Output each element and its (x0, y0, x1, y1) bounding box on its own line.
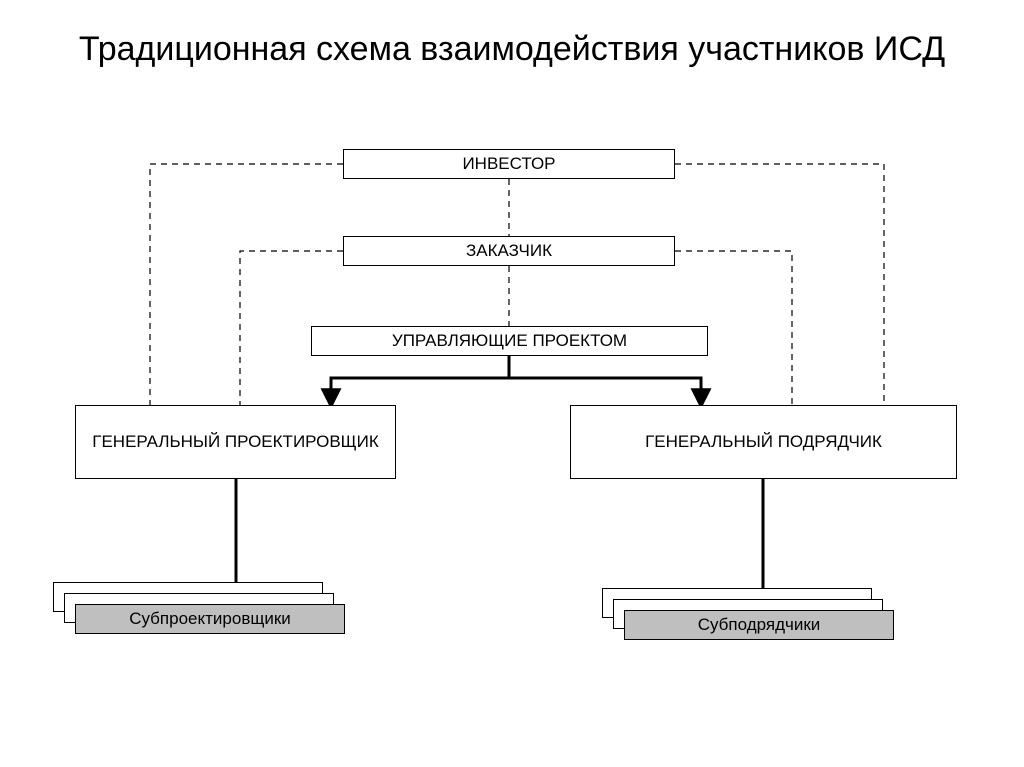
diagram-title: Традиционная схема взаимодействия участн… (0, 28, 1024, 71)
node-general-designer: ГЕНЕРАЛЬНЫЙ ПРОЕКТИРОВЩИК (75, 405, 396, 479)
node-pm-label: УПРАВЛЯЮЩИЕ ПРОЕКТОМ (392, 327, 627, 354)
node-subcontractors-label: Субподрядчики (698, 611, 821, 638)
node-investor-label: ИНВЕСТОР (462, 150, 555, 177)
node-customer-label: ЗАКАЗЧИК (466, 237, 552, 264)
node-general-designer-label: ГЕНЕРАЛЬНЫЙ ПРОЕКТИРОВЩИК (92, 428, 379, 455)
node-pm: УПРАВЛЯЮЩИЕ ПРОЕКТОМ (311, 326, 708, 356)
node-subdesigners-label: Субпроектировщики (129, 605, 291, 632)
node-general-contractor: ГЕНЕРАЛЬНЫЙ ПОДРЯДЧИК (570, 405, 957, 479)
diagram-canvas: Традиционная схема взаимодействия участн… (0, 0, 1024, 767)
node-subcontractors: Субподрядчики (624, 610, 894, 640)
node-general-contractor-label: ГЕНЕРАЛЬНЫЙ ПОДРЯДЧИК (645, 428, 882, 455)
node-customer: ЗАКАЗЧИК (343, 236, 675, 266)
edges-layer (0, 0, 1024, 767)
node-investor: ИНВЕСТОР (343, 149, 675, 179)
node-subdesigners: Субпроектировщики (75, 604, 345, 634)
